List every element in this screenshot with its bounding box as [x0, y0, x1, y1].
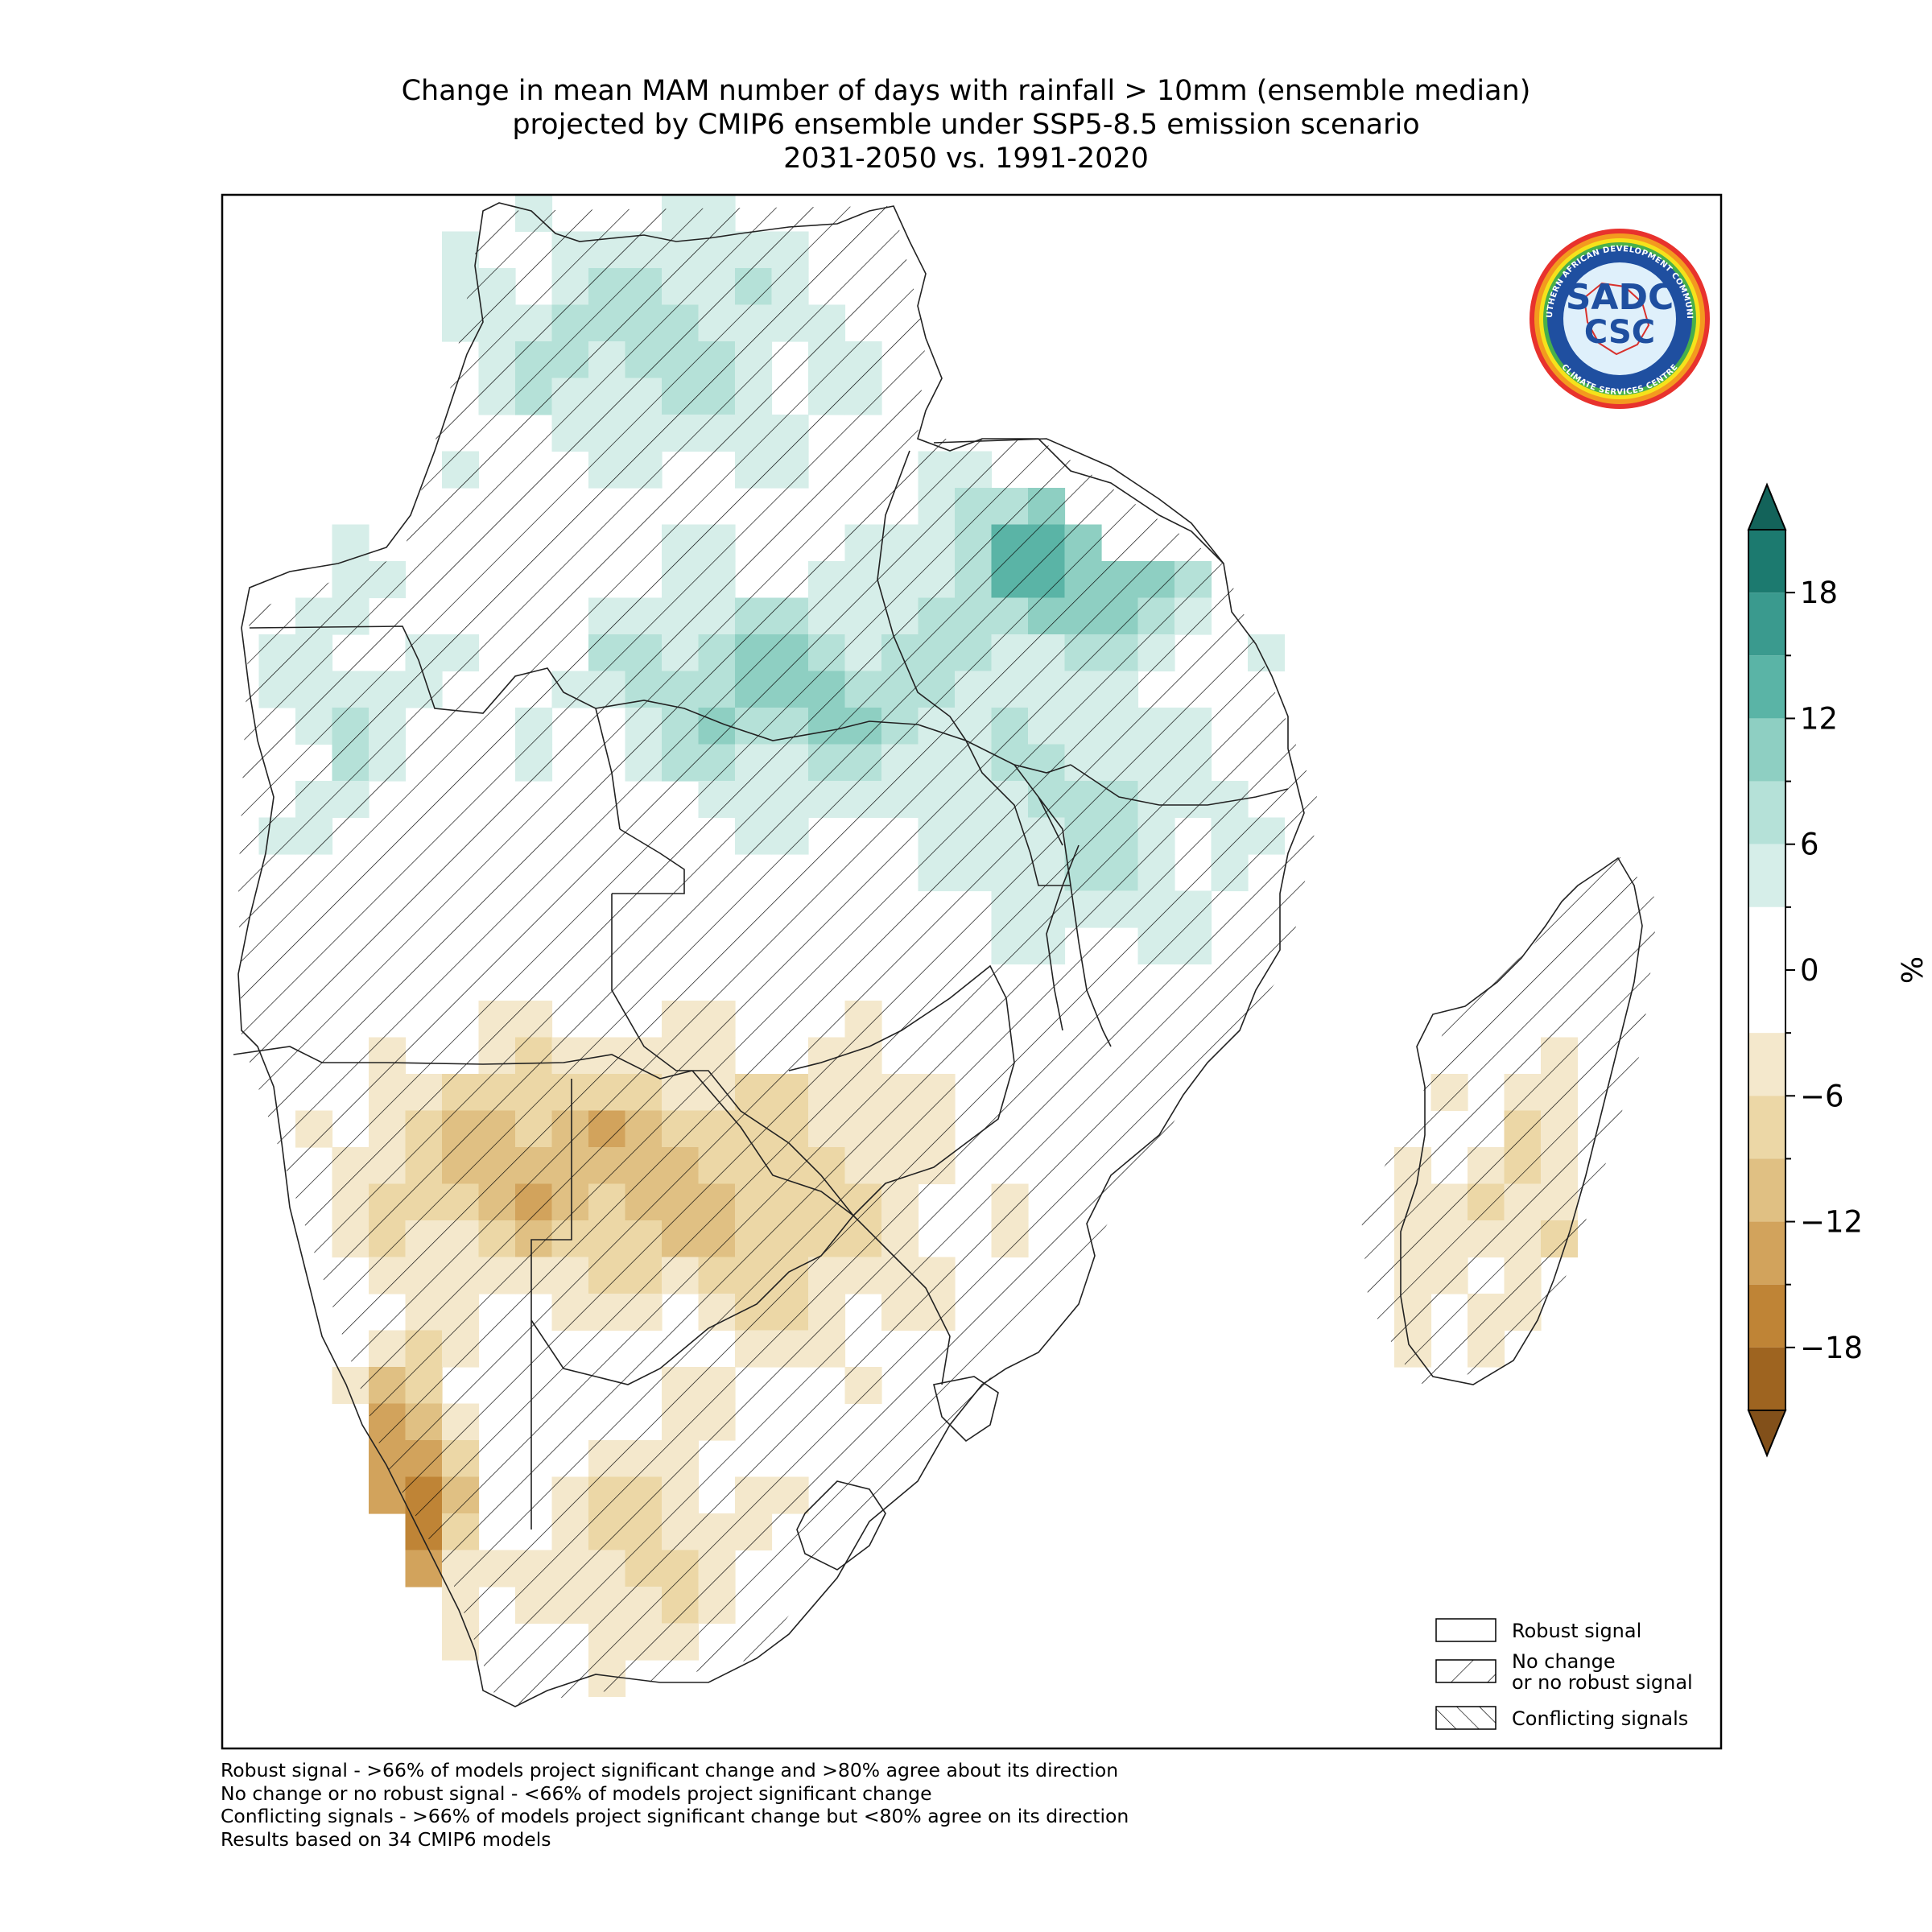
- title-line-2: projected by CMIP6 ensemble under SSP5-8…: [512, 109, 1420, 141]
- footnote-models: Results based on 34 CMIP6 models: [221, 1827, 551, 1851]
- mainland-coastline: [237, 202, 1305, 1707]
- chart-title: Change in mean MAM number of days with r…: [0, 74, 1932, 175]
- title-line-3: 2031-2050 vs. 1991-2020: [783, 142, 1149, 175]
- border-drc-tanzania: [877, 450, 967, 741]
- colorbar-tick-label: −6: [1800, 1079, 1844, 1113]
- hatch-legend: Robust signal No change or no robust sig…: [1435, 1618, 1693, 1730]
- logo-mark-sadc: SADC: [1566, 277, 1674, 318]
- border-angola-namibia: [233, 1046, 693, 1080]
- grid-cell-436: [405, 1550, 443, 1587]
- colorbar-bin-11: [1748, 1284, 1785, 1348]
- legend-label-no-change-1: No change: [1512, 1650, 1616, 1673]
- border-zambia-angola: [612, 828, 685, 894]
- footnote-robust: Robust signal - >66% of models project s…: [221, 1759, 1119, 1781]
- colorbar-over-arrow: [1747, 482, 1787, 530]
- colorbar-bin-8: [1748, 1096, 1785, 1159]
- border-tanzania-east: [933, 438, 1224, 564]
- colorbar-bin-4: [1748, 781, 1785, 844]
- legend-swatch-no-change: [1435, 1659, 1496, 1683]
- border-drc-zambia: [595, 700, 1063, 846]
- footnote-no-change: No change or no robust signal - <66% of …: [221, 1781, 932, 1805]
- colorbar-bin-1: [1748, 592, 1785, 656]
- colorbar-tick-label: 0: [1800, 953, 1819, 988]
- logo-mark-csc: CSC: [1584, 314, 1655, 351]
- colorbar-tick-label: −12: [1800, 1205, 1863, 1240]
- map-frame: [221, 193, 1723, 1750]
- colorbar-bin-5: [1748, 844, 1785, 907]
- colorbar-tick-label: 18: [1800, 576, 1838, 610]
- legend-label-robust: Robust signal: [1512, 1620, 1641, 1642]
- colorbar: 18 12 6 0 −6 −12 −18%: [1747, 482, 1930, 1458]
- footnote-conflicting: Conflicting signals - >66% of models pro…: [221, 1805, 1129, 1827]
- border-botswana: [530, 1070, 855, 1530]
- grid-cell-69: [332, 524, 369, 562]
- country-borders: [233, 202, 1643, 1707]
- colorbar-bin-9: [1748, 1158, 1785, 1222]
- border-malawi: [1038, 796, 1112, 1047]
- colorbar-bin-6: [1748, 906, 1785, 1034]
- rainfall-change-grid: [238, 195, 1658, 1707]
- border-south-africa-mozambique: [852, 1215, 951, 1385]
- grid-cell-3: [442, 231, 480, 269]
- border-tanzania-mozambique: [1070, 764, 1289, 806]
- border-swaziland: [933, 1376, 999, 1443]
- madagascar-coastline: [1400, 857, 1643, 1385]
- colorbar-bin-10: [1748, 1221, 1785, 1285]
- hatch-no-robust-signal-mainland: [238, 206, 1320, 1707]
- legend-swatch-conflicting: [1435, 1706, 1496, 1730]
- border-drc-angola: [249, 625, 621, 830]
- border-zambia-mozambique-east: [965, 740, 1071, 886]
- title-line-1: Change in mean MAM number of days with r…: [401, 75, 1531, 107]
- border-lesotho: [796, 1480, 886, 1571]
- legend-swatch-robust: [1435, 1618, 1496, 1642]
- colorbar-bin-3: [1748, 718, 1785, 782]
- colorbar-tick-label: 12: [1800, 701, 1838, 736]
- border-zimbabwe-mozambique: [788, 964, 1015, 1216]
- legend-label-conflicting: Conflicting signals: [1512, 1707, 1688, 1730]
- legend-label-no-change-2: or no robust signal: [1512, 1671, 1693, 1694]
- colorbar-bin-7: [1748, 1033, 1785, 1096]
- colorbar-bin-0: [1748, 530, 1785, 593]
- border-zambia-zimbabwe: [611, 894, 854, 1216]
- colorbar-tick-label: 6: [1800, 828, 1819, 862]
- colorbar-tick-label: −18: [1800, 1331, 1863, 1365]
- colorbar-bin-12: [1748, 1347, 1785, 1410]
- colorbar-bin-2: [1748, 655, 1785, 719]
- footnotes: Robust signal - >66% of models project s…: [221, 1759, 1129, 1851]
- colorbar-unit-label: %: [1897, 956, 1930, 984]
- colorbar-under-arrow: [1747, 1410, 1787, 1458]
- hatch-no-robust-signal-madagascar: [1360, 845, 1658, 1385]
